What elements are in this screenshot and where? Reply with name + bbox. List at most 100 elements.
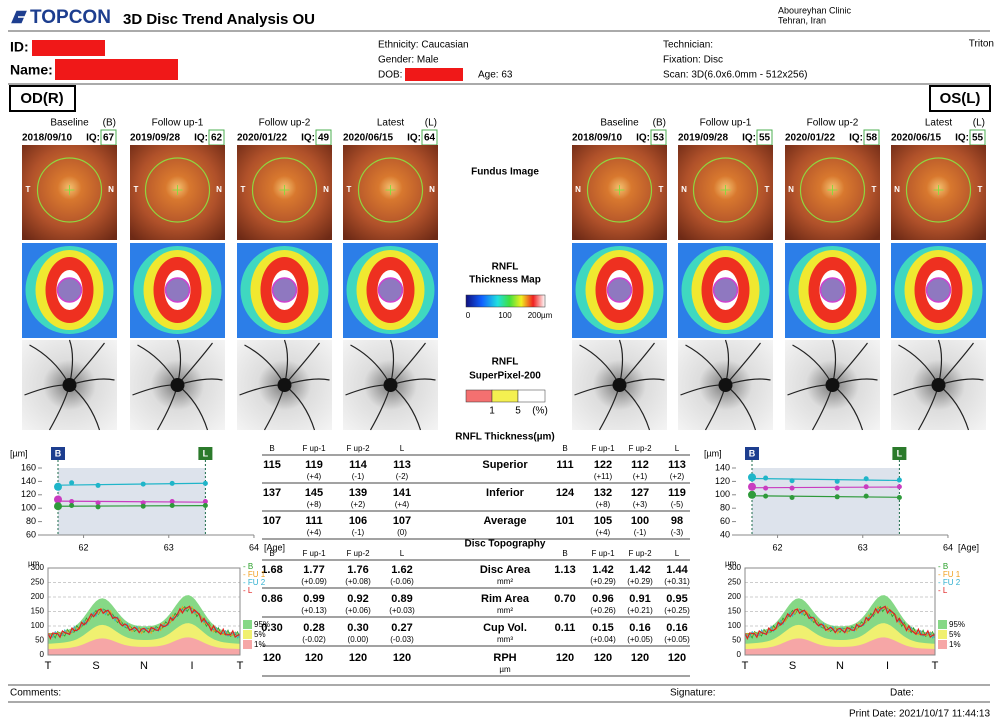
unit: mm²: [497, 577, 513, 586]
cell-value: 139: [349, 487, 367, 499]
x-tick-label: T: [237, 660, 244, 672]
column-header: L: [400, 444, 405, 453]
axis-label: [Age]: [264, 542, 285, 552]
x-tick-label: 62: [773, 542, 783, 552]
footer-field: Signature:: [670, 688, 716, 699]
visit-name: Follow up-2: [259, 118, 311, 129]
y-tick-label: 120: [21, 489, 36, 499]
side-label: T: [241, 185, 246, 194]
y-tick-label: 40: [720, 529, 730, 539]
x-tick-label: 62: [79, 542, 89, 552]
cell-change: (-3): [671, 528, 684, 537]
iq-label: IQ:: [194, 133, 208, 144]
eye-label: OS(L): [940, 90, 981, 107]
y-tick-label: 140: [21, 476, 36, 486]
cell-value: 0.99: [303, 593, 324, 605]
y-tick-label: 60: [26, 529, 36, 539]
trend-point: [864, 476, 869, 481]
map-disc: [927, 278, 951, 302]
cell-value: 119: [305, 459, 323, 471]
band-swatch: [938, 640, 947, 649]
eye-label: OD(R): [20, 90, 63, 107]
y-tick-label: 50: [35, 636, 44, 645]
x-tick-label: 64: [943, 542, 953, 552]
superpixel-disc: [278, 378, 292, 392]
band-swatch: [243, 630, 252, 639]
column-header: F up-1: [302, 444, 326, 453]
cell-change: (-1): [634, 528, 647, 537]
cell-change: (-2): [396, 472, 409, 481]
scale-label: 100: [498, 311, 512, 320]
trend-point: [96, 483, 101, 488]
cell-value: 145: [305, 487, 323, 499]
y-tick-label: 150: [31, 607, 45, 616]
iq-value: 55: [759, 133, 771, 144]
x-tick-label: S: [92, 660, 99, 672]
iq-value: 53: [653, 133, 665, 144]
print-date: Print Date: 2021/10/17 11:44:13: [849, 709, 990, 720]
scale-label: (%): [532, 406, 548, 417]
cell-change: (0): [397, 528, 407, 537]
cell-value: 0.16: [629, 622, 650, 634]
side-label: T: [134, 185, 139, 194]
side-label: T: [659, 185, 664, 194]
side-label: T: [765, 185, 770, 194]
cell-value: 119: [668, 487, 686, 499]
trend-point: [897, 484, 902, 489]
visit-tag: (L): [425, 118, 437, 129]
y-tick-label: 80: [720, 503, 730, 513]
band-swatch: [938, 620, 947, 629]
visit-marker-label: B: [55, 448, 62, 458]
y-tick-label: 250: [31, 578, 45, 587]
band-swatch: [938, 630, 947, 639]
side-label: T: [978, 185, 983, 194]
visit-date: 2020/06/15: [891, 133, 941, 144]
cell-value: 122: [594, 459, 612, 471]
trend-point: [203, 503, 208, 508]
visit-name: Follow up-1: [700, 118, 752, 129]
cell-value: 1.13: [554, 564, 575, 576]
cell-value: 120: [305, 652, 323, 664]
cell-change: (+8): [596, 500, 611, 509]
band-swatch: [243, 640, 252, 649]
cell-value: 120: [349, 652, 367, 664]
x-tick-label: 63: [858, 542, 868, 552]
iq-label: IQ:: [301, 133, 315, 144]
visit-marker-label: L: [897, 448, 903, 458]
section-label: RNFL: [492, 262, 519, 273]
cell-change: (+0.05): [664, 635, 690, 644]
section-label: RNFL: [492, 357, 519, 368]
plot-band: [752, 468, 899, 535]
y-tick-label: 200: [728, 592, 742, 601]
cell-change: (0.00): [348, 635, 369, 644]
cell-value: 141: [393, 487, 411, 499]
cell-change: (-1): [352, 528, 365, 537]
side-label: N: [108, 185, 114, 194]
cell-change: (+0.26): [590, 606, 616, 615]
column-header: F up-2: [628, 444, 652, 453]
band-label: 95%: [254, 620, 270, 629]
cell-value: 120: [594, 652, 612, 664]
cell-value: 1.42: [592, 564, 613, 576]
cell-value: 120: [393, 652, 411, 664]
trend-point: [69, 503, 74, 508]
trend-point: [763, 494, 768, 499]
cell-change: (+4): [307, 472, 322, 481]
cell-value: 120: [668, 652, 686, 664]
x-tick-label: T: [45, 660, 52, 672]
cell-value: 0.27: [391, 622, 412, 634]
map-disc: [58, 278, 82, 302]
unit: µm: [499, 665, 511, 674]
x-tick-label: I: [190, 660, 193, 672]
x-tick-label: S: [789, 660, 796, 672]
cell-change: (-5): [671, 500, 684, 509]
side-label: N: [216, 185, 222, 194]
band-label: 5%: [254, 630, 266, 639]
band-label: 5%: [949, 630, 961, 639]
cell-change: (+8): [307, 500, 322, 509]
superpixel-disc: [171, 378, 185, 392]
cell-change: (+2): [670, 472, 685, 481]
cell-change: (+0.31): [664, 577, 690, 586]
cell-value: 105: [594, 515, 612, 527]
trend-point: [763, 486, 768, 491]
